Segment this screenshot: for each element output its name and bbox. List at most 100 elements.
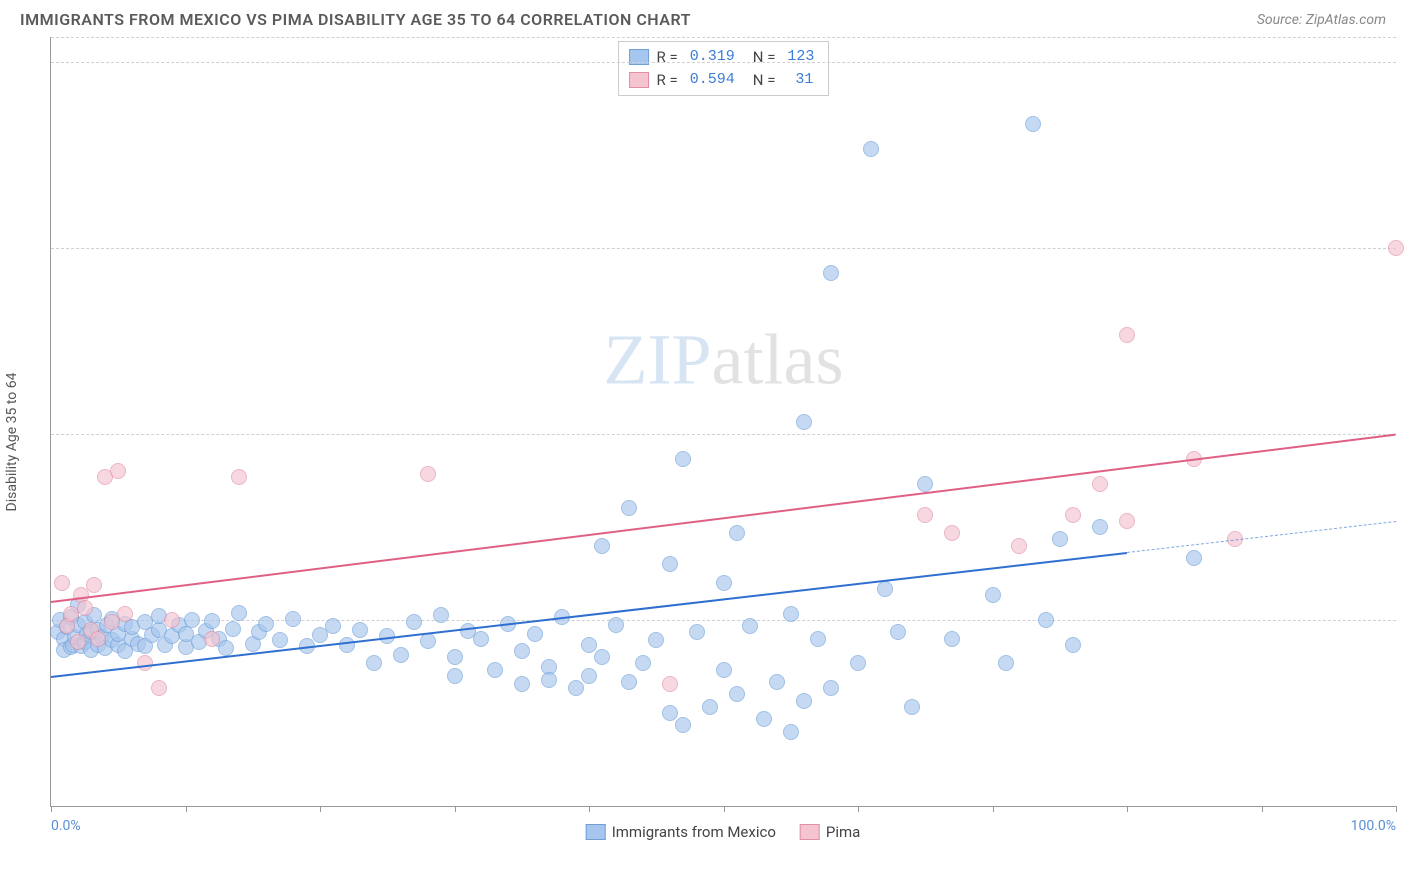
- data-point: [904, 699, 920, 715]
- data-point: [877, 581, 893, 597]
- data-point: [487, 662, 503, 678]
- data-point: [702, 699, 718, 715]
- data-point: [608, 617, 624, 633]
- data-point: [204, 631, 220, 647]
- data-point: [1388, 240, 1404, 256]
- data-point: [1186, 550, 1202, 566]
- gridline: [51, 434, 1396, 435]
- data-point: [1092, 476, 1108, 492]
- stat-label-r: R =: [657, 69, 678, 92]
- data-point: [1025, 116, 1041, 132]
- data-point: [796, 414, 812, 430]
- stat-value-n: 123: [783, 46, 818, 69]
- data-point: [662, 705, 678, 721]
- data-point: [110, 463, 126, 479]
- data-point: [420, 466, 436, 482]
- data-point: [756, 711, 772, 727]
- data-point: [1065, 507, 1081, 523]
- x-tick: [1262, 806, 1263, 812]
- legend-swatch: [629, 72, 649, 88]
- x-tick: [455, 806, 456, 812]
- data-point: [621, 674, 637, 690]
- data-point: [944, 525, 960, 541]
- x-tick: [993, 806, 994, 812]
- data-point: [433, 607, 449, 623]
- data-point: [662, 556, 678, 572]
- trend-line-dash: [1127, 521, 1396, 553]
- y-tick-label: 30.0%: [1401, 426, 1406, 442]
- data-point: [447, 649, 463, 665]
- data-point: [783, 606, 799, 622]
- legend-item: Pima: [800, 823, 860, 841]
- chart-title: IMMIGRANTS FROM MEXICO VS PIMA DISABILIT…: [20, 10, 691, 29]
- chart-container: Disability Age 35 to 64 ZIPatlas R =0.31…: [50, 37, 1396, 847]
- data-point: [621, 500, 637, 516]
- stat-label-r: R =: [657, 46, 678, 69]
- data-point: [514, 643, 530, 659]
- data-point: [823, 680, 839, 696]
- data-point: [90, 631, 106, 647]
- data-point: [137, 655, 153, 671]
- x-tick: [51, 806, 52, 812]
- data-point: [1119, 513, 1135, 529]
- data-point: [117, 606, 133, 622]
- x-tick: [858, 806, 859, 812]
- x-tick: [1127, 806, 1128, 812]
- data-point: [77, 600, 93, 616]
- data-point: [204, 613, 220, 629]
- data-point: [662, 676, 678, 692]
- data-point: [729, 525, 745, 541]
- gridline: [51, 37, 1396, 38]
- legend-label: Immigrants from Mexico: [612, 823, 776, 841]
- data-point: [151, 680, 167, 696]
- stat-value-r: 0.319: [686, 46, 739, 69]
- data-point: [1065, 637, 1081, 653]
- x-tick-label: 0.0%: [51, 818, 81, 834]
- stats-box: R =0.319N =123R =0.594N =31: [618, 41, 830, 96]
- data-point: [823, 265, 839, 281]
- data-point: [635, 655, 651, 671]
- chart-header: IMMIGRANTS FROM MEXICO VS PIMA DISABILIT…: [0, 0, 1406, 37]
- watermark-a: ZIP: [604, 319, 712, 399]
- y-tick-label: 15.0%: [1401, 612, 1406, 628]
- stat-label-n: N =: [753, 69, 776, 92]
- bottom-legend: Immigrants from Mexico Pima: [586, 823, 861, 841]
- data-point: [231, 469, 247, 485]
- watermark-b: atlas: [712, 319, 844, 399]
- data-point: [998, 655, 1014, 671]
- watermark: ZIPatlas: [604, 318, 844, 401]
- data-point: [850, 655, 866, 671]
- data-point: [406, 614, 422, 630]
- data-point: [689, 624, 705, 640]
- data-point: [581, 668, 597, 684]
- data-point: [769, 674, 785, 690]
- data-point: [985, 587, 1001, 603]
- data-point: [716, 662, 732, 678]
- stat-value-r: 0.594: [686, 69, 739, 92]
- data-point: [339, 637, 355, 653]
- legend-swatch: [629, 49, 649, 65]
- data-point: [1011, 538, 1027, 554]
- x-tick: [320, 806, 321, 812]
- data-point: [352, 622, 368, 638]
- data-point: [594, 649, 610, 665]
- data-point: [581, 637, 597, 653]
- data-point: [729, 686, 745, 702]
- data-point: [272, 632, 288, 648]
- data-point: [231, 605, 247, 621]
- data-point: [917, 507, 933, 523]
- data-point: [796, 693, 812, 709]
- x-tick: [724, 806, 725, 812]
- data-point: [164, 612, 180, 628]
- data-point: [742, 618, 758, 634]
- x-tick: [1396, 806, 1397, 812]
- data-point: [1038, 612, 1054, 628]
- gridline: [51, 62, 1396, 63]
- legend-item: Immigrants from Mexico: [586, 823, 776, 841]
- legend-swatch: [586, 824, 606, 840]
- x-tick: [186, 806, 187, 812]
- data-point: [184, 612, 200, 628]
- data-point: [86, 577, 102, 593]
- stat-value-n: 31: [783, 69, 817, 92]
- data-point: [917, 476, 933, 492]
